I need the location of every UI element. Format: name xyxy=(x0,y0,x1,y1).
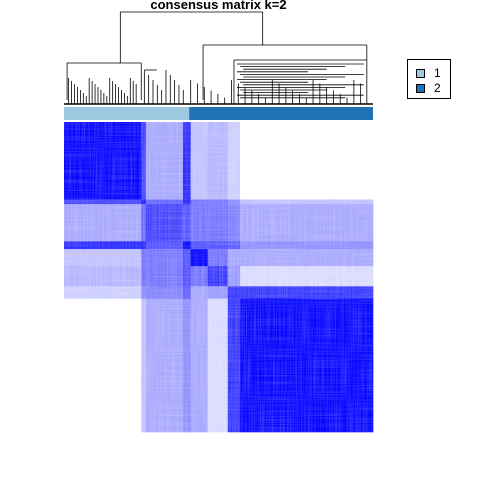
legend-label-1: 1 xyxy=(434,66,441,80)
legend-label-2: 2 xyxy=(434,81,441,95)
legend-entry-2: 2 xyxy=(416,82,441,94)
class-bar-segment-1 xyxy=(64,107,190,120)
chart-title: consensus matrix k=2 xyxy=(150,0,287,12)
column-dendrogram xyxy=(64,11,373,105)
legend-entry-1: 1 xyxy=(416,67,441,79)
legend-swatch-1 xyxy=(416,68,425,78)
heatmap-texture-cols xyxy=(64,122,373,432)
class-bar-segment-2 xyxy=(189,107,373,120)
legend-swatch-2 xyxy=(416,83,425,93)
class-annotation-bar xyxy=(64,107,373,120)
legend: 1 2 xyxy=(407,59,451,99)
